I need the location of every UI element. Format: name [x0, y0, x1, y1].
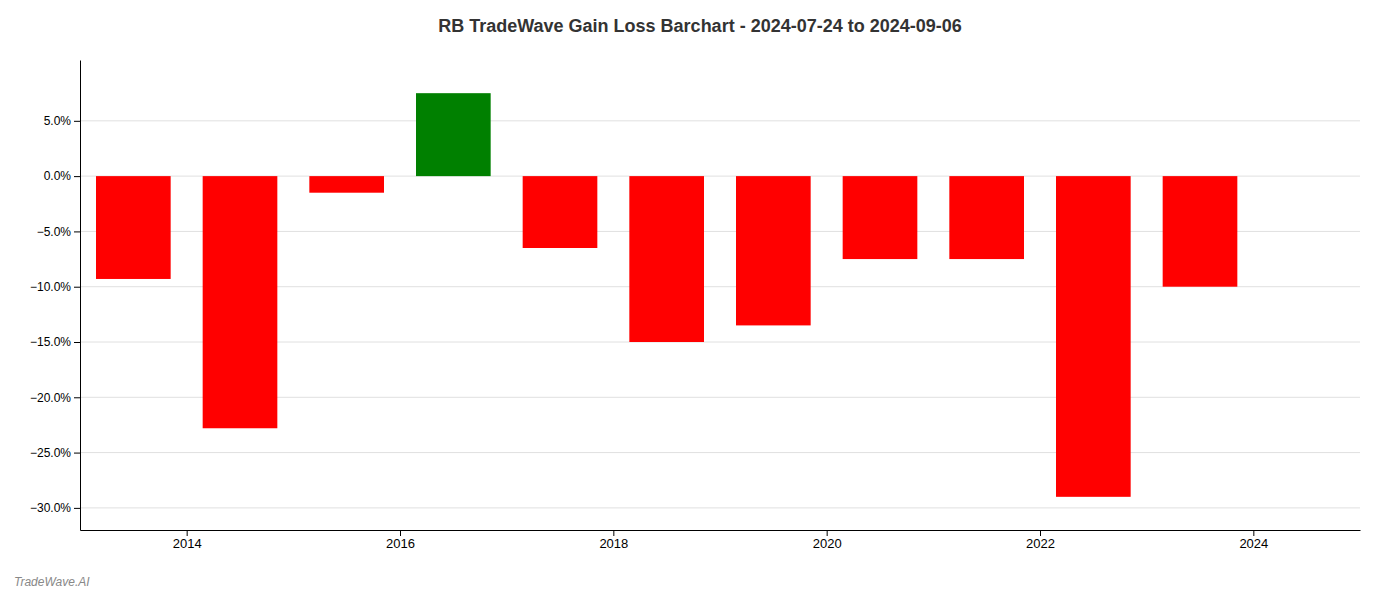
x-tick: 2018 — [599, 530, 628, 551]
y-tick-label: −20.0% — [30, 391, 71, 405]
bar — [1163, 176, 1238, 287]
x-tick-label: 2018 — [599, 536, 628, 551]
x-tick-label: 2024 — [1239, 536, 1268, 551]
y-tick-label: 5.0% — [44, 114, 72, 128]
y-tick-mark — [74, 287, 80, 288]
y-tick: −20.0% — [30, 391, 80, 405]
y-tick-mark — [74, 176, 80, 177]
bar — [629, 176, 704, 342]
x-tick-mark — [1040, 530, 1041, 536]
y-tick-label: −10.0% — [30, 280, 71, 294]
bar — [96, 176, 171, 279]
title: RB TradeWave Gain Loss Barchart - 2024-0… — [438, 16, 962, 36]
x-tick: 2020 — [813, 530, 842, 551]
y-tick-label: 0.0% — [44, 169, 72, 183]
y-tick-mark — [74, 342, 80, 343]
bar — [523, 176, 598, 248]
x-tick-label: 2016 — [386, 536, 415, 551]
bar — [1056, 176, 1131, 497]
y-tick-mark — [74, 508, 80, 509]
x-tick-mark — [187, 530, 188, 536]
x-axis: 2014 2016 2018 2020 2022 2024 — [81, 530, 1361, 551]
bar — [736, 176, 811, 325]
y-tick-label: −15.0% — [30, 335, 71, 349]
y-tick-mark — [74, 397, 80, 398]
y-axis-line — [80, 61, 81, 531]
y-tick-mark — [74, 231, 80, 232]
bar — [309, 176, 384, 193]
y-tick: 0.0% — [44, 169, 80, 183]
y-tick: 5.0% — [44, 114, 80, 128]
annotation: TradeWave.AI — [14, 575, 90, 589]
y-tick-label: −25.0% — [30, 446, 71, 460]
y-tick-mark — [74, 121, 80, 122]
y-tick: −15.0% — [30, 335, 80, 349]
x-tick-mark — [400, 530, 401, 536]
grid-line — [80, 507, 1360, 508]
x-tick: 2016 — [386, 530, 415, 551]
bar — [949, 176, 1024, 259]
bar — [416, 93, 491, 176]
x-tick-mark — [827, 530, 828, 536]
bars — [96, 93, 1237, 497]
y-tick: −10.0% — [30, 280, 80, 294]
x-tick-label: 2022 — [1026, 536, 1055, 551]
grid-line — [80, 120, 1360, 121]
y-tick: −30.0% — [30, 501, 80, 515]
grid — [80, 121, 1360, 508]
y-tick-label: −30.0% — [30, 501, 71, 515]
x-tick-mark — [613, 530, 614, 536]
x-tick: 2022 — [1026, 530, 1055, 551]
bar — [203, 176, 278, 428]
y-tick-mark — [74, 453, 80, 454]
grid-line — [80, 452, 1360, 453]
x-tick-label: 2020 — [813, 536, 842, 551]
y-axis: −30.0% −25.0% −20.0% −15.0% −10.0% −5.0% 0.0% 5… — [30, 61, 81, 531]
plot: −30.0% −25.0% −20.0% −15.0% −10.0% −5.0% 0.0% 5… — [30, 61, 1361, 552]
bar — [843, 176, 918, 259]
y-tick-label: −5.0% — [37, 225, 72, 239]
y-tick: −5.0% — [37, 225, 80, 239]
x-axis-line — [81, 530, 1361, 531]
x-tick-label: 2014 — [173, 536, 202, 551]
chart: −30.0% −25.0% −20.0% −15.0% −10.0% −5.0% 0.0% 5… — [0, 0, 1400, 600]
x-tick: 2014 — [173, 530, 202, 551]
x-tick: 2024 — [1239, 530, 1268, 551]
y-tick: −25.0% — [30, 446, 80, 460]
x-tick-mark — [1253, 530, 1254, 536]
